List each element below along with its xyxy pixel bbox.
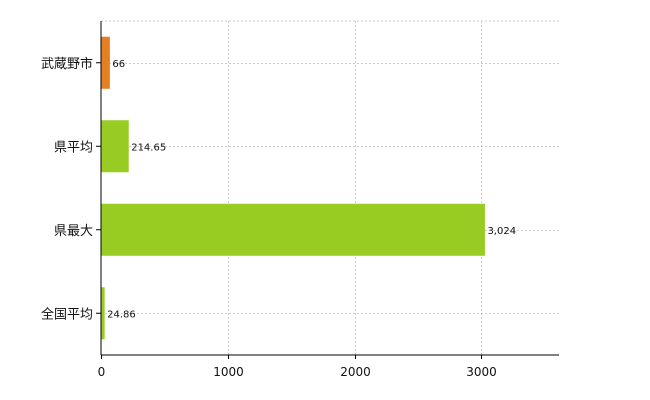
axis-ticks: [96, 62, 482, 359]
x-tick-label: 1000: [213, 365, 244, 379]
category-label: 県最大: [54, 224, 93, 239]
category-label: 武蔵野市: [41, 56, 93, 72]
labels: 0 1000 2000 3000 武蔵野市 66 県平均 214.65 県最大 3,024 全国平均…: [41, 56, 516, 379]
data-label: 24.86: [107, 309, 136, 320]
bars: [101, 36, 485, 340]
bar: [101, 36, 110, 89]
data-label: 3,024: [487, 226, 516, 237]
grid-lines: [101, 20, 559, 355]
x-tick-label: 3000: [466, 365, 497, 379]
data-label: 66: [112, 59, 125, 70]
axes: [100, 21, 559, 356]
bar: [101, 287, 105, 340]
bar: [101, 203, 485, 256]
bar: [101, 120, 129, 173]
data-label: 214.65: [131, 142, 166, 153]
x-tick-label: 2000: [340, 365, 371, 379]
category-label: 県平均: [54, 140, 93, 155]
category-label: 全国平均: [41, 306, 93, 322]
x-tick-label: 0: [98, 365, 106, 379]
